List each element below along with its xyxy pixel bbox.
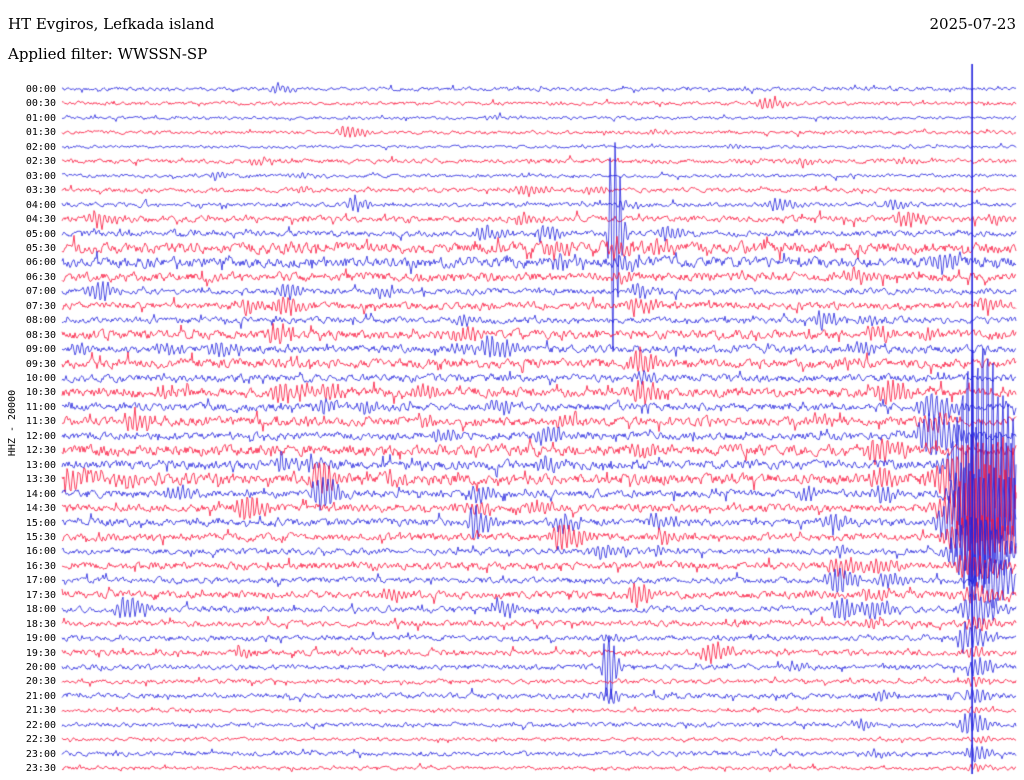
time-label: 22:30 xyxy=(25,734,56,746)
time-label: 06:00 xyxy=(25,257,56,269)
time-label: 21:00 xyxy=(25,690,56,702)
time-label: 01:00 xyxy=(25,112,56,124)
time-label: 08:00 xyxy=(25,315,56,327)
time-label: 04:30 xyxy=(25,214,56,226)
time-label: 12:00 xyxy=(25,430,56,442)
time-label: 22:00 xyxy=(25,719,56,731)
time-label: 23:00 xyxy=(25,748,56,760)
time-label: 05:00 xyxy=(25,228,56,240)
time-label: 05:30 xyxy=(25,242,56,254)
time-label: 19:30 xyxy=(25,647,56,659)
time-label: 06:30 xyxy=(25,271,56,283)
time-label: 01:30 xyxy=(25,127,56,139)
time-label: 08:30 xyxy=(25,329,56,341)
time-label: 14:30 xyxy=(25,503,56,515)
time-label: 00:00 xyxy=(25,84,56,95)
time-label: 10:30 xyxy=(25,387,56,399)
time-label: 18:00 xyxy=(25,604,56,616)
filter-label: Applied filter: WWSSN-SP xyxy=(8,45,208,63)
time-label: 20:30 xyxy=(25,676,56,688)
time-label: 07:00 xyxy=(25,286,56,298)
time-label: 20:00 xyxy=(25,662,56,673)
time-label: 21:30 xyxy=(25,705,56,717)
time-label: 04:00 xyxy=(25,199,56,211)
time-label: 16:30 xyxy=(25,560,56,572)
time-label: 11:30 xyxy=(25,416,56,428)
time-label: 13:30 xyxy=(25,474,56,486)
time-label: 00:30 xyxy=(25,98,56,110)
time-label: 16:00 xyxy=(25,546,56,558)
date-label: 2025-07-23 xyxy=(929,15,1016,33)
time-label: 09:00 xyxy=(25,344,56,356)
time-label: 15:00 xyxy=(25,517,56,529)
time-label: 09:30 xyxy=(25,358,56,370)
time-label: 07:30 xyxy=(25,300,56,312)
time-label: 13:00 xyxy=(25,459,56,471)
station-title: HT Evgiros, Lefkada island xyxy=(8,15,215,33)
time-label: 23:30 xyxy=(25,763,56,775)
time-label: 10:00 xyxy=(25,373,56,384)
time-label: 02:00 xyxy=(25,141,56,153)
time-label: 17:00 xyxy=(25,575,56,587)
time-label: 17:30 xyxy=(25,589,56,601)
time-label: 12:30 xyxy=(25,445,56,457)
time-label: 03:30 xyxy=(25,185,56,197)
time-label: 11:00 xyxy=(25,401,56,413)
time-label: 03:00 xyxy=(25,170,56,182)
time-label: 18:30 xyxy=(25,618,56,630)
time-label: 15:30 xyxy=(25,531,56,543)
time-label: 02:30 xyxy=(25,156,56,168)
time-label: 14:00 xyxy=(25,488,56,500)
time-label: 19:00 xyxy=(25,633,56,645)
